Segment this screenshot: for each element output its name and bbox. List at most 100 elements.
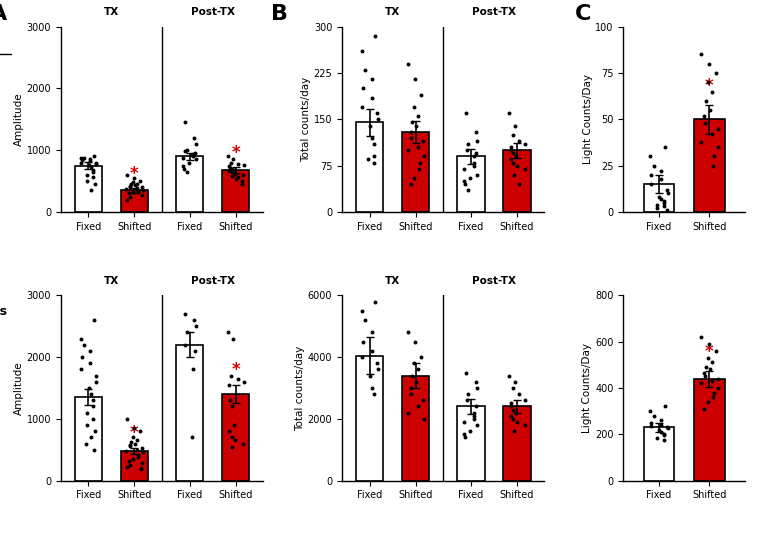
Point [369, 297, 381, 306]
Point [410, 337, 422, 346]
Point [134, 177, 146, 185]
Point [410, 378, 423, 386]
Point [87, 173, 99, 182]
Point [84, 163, 97, 171]
Point [508, 427, 520, 435]
Point [695, 137, 707, 146]
Point [366, 328, 378, 336]
Point [124, 192, 136, 201]
Point [226, 442, 239, 451]
Bar [121, 451, 148, 481]
Point [506, 384, 518, 392]
Point [401, 409, 413, 417]
Point [137, 186, 149, 194]
Point [127, 188, 139, 197]
Point [136, 183, 148, 192]
Point [401, 146, 413, 154]
Point [655, 428, 667, 436]
Point [181, 328, 193, 336]
Point [81, 421, 93, 429]
Point [645, 419, 657, 427]
Point [90, 378, 103, 386]
Text: *: * [231, 360, 240, 379]
Point [506, 130, 518, 139]
Point [412, 143, 424, 152]
Point [179, 341, 192, 349]
Point [708, 161, 720, 170]
Point [81, 177, 93, 185]
Point [509, 409, 521, 417]
Point [701, 354, 714, 362]
Point [368, 158, 380, 167]
Point [134, 427, 146, 435]
Point [653, 193, 665, 201]
Point [711, 374, 724, 383]
Bar [74, 397, 102, 481]
Point [511, 418, 523, 426]
Point [76, 353, 88, 362]
Point [459, 180, 471, 189]
Point [87, 152, 100, 161]
Bar [222, 170, 249, 212]
Point [415, 90, 427, 99]
Point [418, 152, 430, 161]
Point [644, 407, 656, 415]
Point [648, 161, 660, 170]
Point [651, 200, 663, 209]
Point [87, 168, 99, 177]
Point [413, 164, 426, 173]
Point [188, 148, 201, 157]
Bar [457, 156, 485, 212]
Point [464, 174, 477, 182]
Point [225, 371, 237, 380]
Point [653, 426, 665, 434]
Point [405, 128, 417, 136]
Point [359, 66, 371, 74]
Point [78, 341, 90, 349]
Point [187, 365, 199, 374]
Point [458, 418, 470, 426]
Point [519, 396, 531, 405]
Point [508, 378, 521, 386]
Point [695, 50, 707, 59]
Point [706, 377, 718, 386]
Point [661, 189, 673, 198]
Point [237, 171, 249, 179]
Point [74, 334, 87, 343]
Point [225, 158, 237, 167]
Point [87, 402, 99, 411]
Point [708, 393, 720, 402]
Point [703, 340, 715, 348]
Point [132, 450, 144, 459]
Point [657, 436, 670, 444]
Point [232, 173, 244, 182]
Point [124, 182, 136, 190]
Point [76, 156, 88, 164]
Point [468, 161, 480, 170]
Point [85, 186, 97, 194]
Point [505, 143, 517, 152]
Point [703, 59, 715, 68]
Point [712, 384, 724, 392]
Point [364, 121, 376, 130]
Point [505, 402, 518, 411]
Point [505, 155, 517, 164]
Point [371, 109, 383, 117]
Text: *: * [130, 423, 139, 442]
Point [128, 424, 141, 433]
Point [470, 149, 482, 158]
Point [659, 402, 671, 411]
Point [137, 448, 149, 457]
Point [129, 181, 141, 190]
Point [408, 174, 420, 182]
Point [90, 180, 102, 189]
Point [87, 166, 99, 174]
Point [712, 143, 724, 152]
Point [412, 402, 424, 411]
Point [363, 155, 375, 164]
Point [188, 134, 201, 142]
Point [178, 164, 190, 173]
Point [460, 368, 472, 377]
Point [699, 363, 711, 372]
Point [190, 155, 202, 164]
